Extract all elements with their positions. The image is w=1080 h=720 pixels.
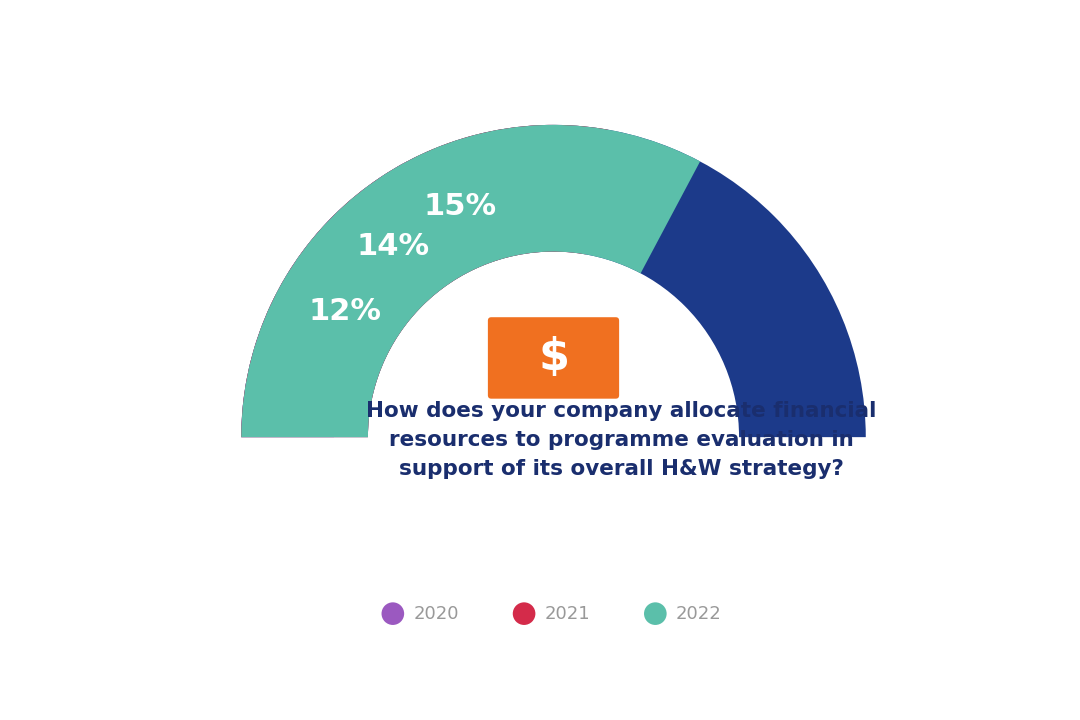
Wedge shape	[241, 125, 866, 437]
Text: 15%: 15%	[423, 192, 497, 221]
Circle shape	[381, 603, 404, 625]
Text: 2022: 2022	[676, 605, 721, 623]
Text: How does your company allocate financial
resources to programme evaluation in
su: How does your company allocate financial…	[366, 401, 877, 479]
Text: 14%: 14%	[356, 232, 430, 261]
Bar	[600, 320, 617, 336]
Bar	[490, 381, 505, 397]
Bar	[490, 320, 505, 336]
Text: 2021: 2021	[544, 605, 590, 623]
FancyBboxPatch shape	[488, 318, 619, 399]
Text: 12%: 12%	[309, 297, 381, 326]
Text: 2020: 2020	[414, 605, 459, 623]
Circle shape	[513, 603, 536, 625]
Bar	[600, 381, 617, 397]
Wedge shape	[241, 125, 700, 437]
Wedge shape	[241, 125, 608, 437]
Wedge shape	[241, 161, 450, 437]
Circle shape	[644, 603, 666, 625]
Text: $: $	[538, 336, 569, 379]
